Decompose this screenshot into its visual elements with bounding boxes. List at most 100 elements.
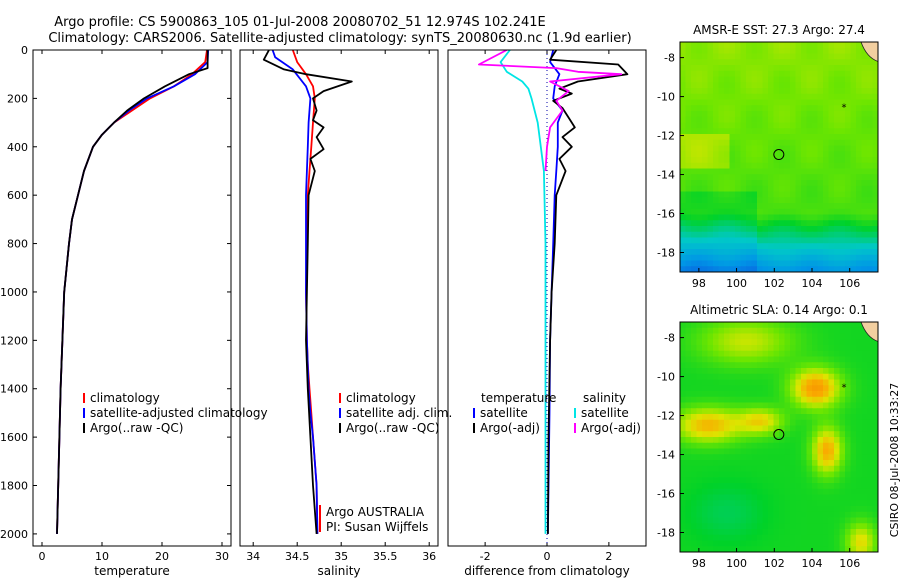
heatmap-cell	[696, 42, 703, 49]
heatmap-cell	[806, 214, 813, 221]
heatmap-cell	[861, 93, 868, 101]
legend-satellite-adj: satellite adj. clim.	[346, 406, 452, 420]
heatmap-cell	[806, 471, 813, 478]
heatmap-cell	[850, 203, 857, 210]
heatmap-cell	[729, 437, 736, 444]
heatmap-cell	[718, 191, 725, 198]
heatmap-cell	[850, 431, 857, 438]
heatmap-cell	[845, 437, 852, 444]
heatmap-cell	[685, 116, 692, 124]
heatmap-cell	[691, 333, 698, 340]
heatmap-cell	[746, 116, 753, 124]
heatmap-cell	[718, 65, 725, 72]
heatmap-cell	[740, 356, 747, 363]
heatmap-cell	[685, 460, 692, 467]
heatmap-cell	[823, 333, 830, 340]
heatmap-cell	[713, 174, 720, 181]
heatmap-cell	[850, 437, 857, 444]
heatmap-cell	[861, 99, 868, 106]
heatmap-cell	[724, 139, 731, 147]
heatmap-cell	[746, 454, 753, 461]
heatmap-cell	[685, 373, 692, 381]
heatmap-cell	[867, 231, 874, 239]
heatmap-cell	[735, 157, 742, 164]
heatmap-cell	[850, 65, 857, 72]
heatmap-cell	[817, 362, 824, 369]
heatmap-cell	[834, 174, 841, 181]
heatmap-cell	[724, 454, 731, 461]
heatmap-cell	[685, 362, 692, 369]
heatmap-cell	[740, 460, 747, 467]
heatmap-cell	[762, 419, 769, 427]
heatmap-cell	[729, 408, 736, 415]
heatmap-cell	[724, 431, 731, 438]
heatmap-cell	[856, 162, 863, 170]
heatmap-cell	[790, 180, 797, 187]
heatmap-cell	[867, 494, 874, 501]
heatmap-cell	[707, 237, 714, 244]
heatmap-cell	[768, 191, 775, 198]
heatmap-cell	[746, 168, 753, 175]
heatmap-cell	[806, 203, 813, 210]
heatmap-cell	[812, 208, 819, 216]
heatmap-cell	[790, 145, 797, 152]
heatmap-cell	[751, 99, 758, 106]
heatmap-cell	[757, 254, 764, 262]
heatmap-cell	[724, 350, 731, 358]
heatmap-cell	[872, 511, 878, 519]
heatmap-cell	[834, 70, 841, 78]
heatmap-cell	[740, 266, 747, 272]
heatmap-cell	[696, 529, 703, 536]
heatmap-cell	[861, 448, 868, 455]
legend-column-salinity: salinity	[583, 391, 626, 405]
heatmap-cell	[867, 373, 874, 381]
heatmap-cell	[779, 339, 786, 346]
heatmap-cell	[718, 362, 725, 369]
heatmap-cell	[773, 139, 780, 147]
heatmap-cell	[823, 42, 830, 49]
heatmap-cell	[784, 88, 791, 95]
heatmap-cell	[839, 517, 846, 524]
heatmap-cell	[867, 534, 874, 542]
heatmap-cell	[740, 157, 747, 164]
heatmap-cell	[718, 419, 725, 427]
heatmap-cell	[850, 448, 857, 455]
heatmap-cell	[707, 454, 714, 461]
heatmap-cell	[812, 82, 819, 89]
heatmap-cell	[823, 437, 830, 444]
heatmap-cell	[735, 266, 742, 272]
heatmap-cell	[845, 477, 852, 484]
heatmap-cell	[850, 442, 857, 450]
heatmap-cell	[702, 128, 709, 135]
heatmap-cell	[740, 53, 747, 60]
heatmap-cell	[872, 249, 878, 256]
heatmap-cell	[861, 425, 868, 432]
heatmap-cell	[713, 517, 720, 524]
heatmap-cell	[757, 82, 764, 89]
heatmap-cell	[724, 465, 731, 473]
heatmap-cell	[801, 437, 808, 444]
heatmap-cell	[872, 442, 878, 450]
heatmap-cell	[779, 185, 786, 193]
heatmap-cell	[801, 260, 808, 267]
heatmap-cell	[713, 145, 720, 152]
heatmap-cell	[845, 546, 852, 552]
heatmap-cell	[746, 214, 753, 221]
heatmap-cell	[702, 529, 709, 536]
heatmap-cell	[696, 431, 703, 438]
heatmap-cells	[680, 42, 878, 272]
heatmap-cell	[718, 82, 725, 89]
heatmap-cell	[707, 157, 714, 164]
heatmap-cell	[823, 500, 830, 507]
heatmap-cell	[707, 208, 714, 216]
heatmap-cell	[817, 99, 824, 106]
heatmap-cell	[795, 494, 802, 501]
heatmap-cell	[751, 42, 758, 49]
heatmap-cell	[828, 88, 835, 95]
y-tick-label: 200	[7, 92, 28, 105]
heatmap-cell	[845, 534, 852, 542]
heatmap-cell	[867, 379, 874, 386]
heatmap-cell	[757, 266, 764, 272]
heatmap-cell	[784, 460, 791, 467]
heatmap-cell	[724, 254, 731, 262]
